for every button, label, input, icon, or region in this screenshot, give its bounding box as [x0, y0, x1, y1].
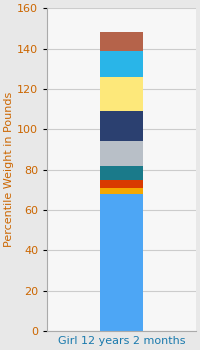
Bar: [100, 33, 143, 50]
Bar: [100, 166, 143, 180]
Bar: [100, 111, 143, 141]
Y-axis label: Percentile Weight in Pounds: Percentile Weight in Pounds: [4, 92, 14, 247]
Bar: [100, 188, 143, 194]
Bar: [100, 141, 143, 166]
Bar: [100, 77, 143, 111]
Bar: [100, 180, 143, 188]
Bar: [100, 50, 143, 77]
Bar: [100, 194, 143, 331]
